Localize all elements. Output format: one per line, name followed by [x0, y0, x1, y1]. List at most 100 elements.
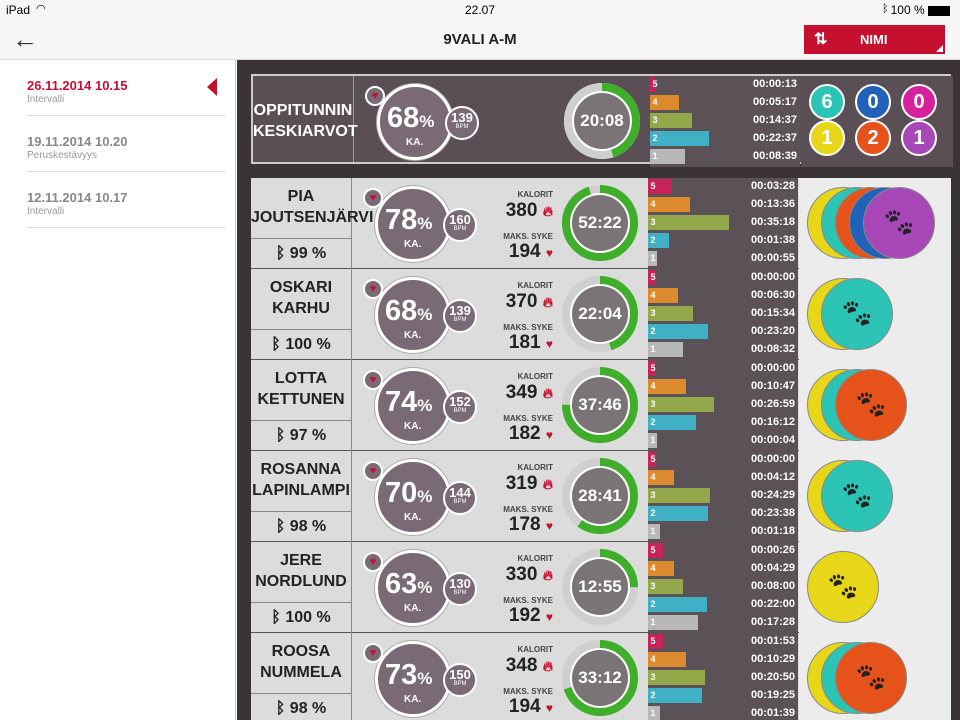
zone-number: 4: [652, 97, 658, 107]
zone-bar: [648, 615, 698, 630]
zone-chart: 5 00:00:13 4 00:05:17 3 00:14:37 2 00:22:37 1 00:…: [650, 76, 800, 167]
session-item[interactable]: 19.11.2014 10.20 Peruskestävyys: [27, 116, 225, 172]
bluetooth-icon: ᛒ: [882, 3, 889, 15]
zone-time: 00:00:13: [752, 78, 797, 90]
timer-value: 20:08: [580, 111, 624, 130]
team-badges: 🐾︎: [799, 269, 951, 360]
team-count-badge[interactable]: 1: [809, 120, 845, 156]
zone-row: 2 00:23:38: [648, 505, 798, 522]
heart-rate-circle: 78% KA.: [375, 186, 451, 262]
zone-number: 2: [650, 326, 656, 336]
student-row[interactable]: LOTTA KETTUNEN ᛒ 97 % 74% KA. ♥ 152 BPM KALORIT 3…: [251, 360, 951, 451]
zone-bar: [648, 506, 708, 521]
zone-bar: [648, 379, 686, 394]
device-label: iPad: [6, 3, 31, 17]
zone-number: 2: [650, 508, 656, 518]
zone-time: 00:35:18: [750, 216, 795, 228]
zone-row: 5 00:01:53: [648, 633, 798, 650]
session-item[interactable]: 12.11.2014 10.17 Intervalli: [27, 172, 225, 228]
zone-row: 1 00:01:39: [648, 705, 798, 720]
zone-number: 1: [650, 253, 656, 263]
max-hr-value: 182: [508, 423, 541, 444]
avg-label: KA.: [404, 421, 422, 432]
zone-number: 1: [650, 526, 656, 536]
team-disc: [821, 278, 893, 350]
session-type: Intervalli: [27, 94, 65, 105]
zone-row: 5 00:00:00: [648, 451, 798, 468]
team-count-badge[interactable]: 0: [855, 84, 891, 120]
session-timer: 33:12: [561, 639, 639, 717]
session-timer: 28:41: [561, 457, 639, 535]
status-bar: iPad ◠ 22.07 ᛒ 100 %: [0, 0, 960, 20]
zone-row: 3 00:24:29: [648, 487, 798, 504]
session-item[interactable]: 26.11.2014 10.15 Intervalli: [27, 60, 225, 116]
max-hr-value: 181: [508, 332, 541, 353]
zone-number: 5: [650, 363, 656, 373]
sensor-battery: ᛒ 98 %: [251, 511, 352, 542]
selected-arrow-icon: [207, 78, 217, 96]
zone-time: 00:14:37: [752, 114, 797, 126]
zone-bar: [648, 561, 674, 576]
calories: KALORIT 330 🔥︎: [505, 554, 553, 585]
team-count-badge[interactable]: 0: [901, 84, 937, 120]
hr-percent: 70: [385, 477, 418, 509]
student-row[interactable]: ROSANNA LAPINLAMPI ᛒ 98 % 70% KA. ♥ 144 BPM KALO…: [251, 451, 951, 542]
timer-value: 12:55: [578, 577, 622, 596]
flame-icon: 🔥︎: [542, 658, 553, 674]
flame-icon: 🔥︎: [542, 567, 553, 583]
heart-rate-circle: 70% KA.: [375, 459, 451, 535]
max-heart-rate: MAKS. SYKE 194 ♥: [503, 687, 553, 717]
bpm-badge: 150 BPM: [443, 663, 477, 697]
zone-bar: [648, 597, 707, 612]
back-arrow-icon[interactable]: ←: [12, 24, 38, 54]
team-badges: 🐾︎: [799, 451, 951, 542]
student-row[interactable]: PIA JOUTSENJÄRVI ᛒ 99 % 78% KA. ♥ 160 BPM KALORI…: [251, 178, 951, 269]
hr-percent: 74: [385, 386, 418, 418]
zone-time: 00:03:28: [750, 180, 795, 192]
zone-row: 5 00:00:00: [648, 360, 798, 377]
battery-label: 100 %: [891, 3, 950, 17]
max-heart-rate: MAKS. SYKE 182 ♥: [503, 414, 553, 444]
sensor-battery: ᛒ 97 %: [251, 420, 352, 451]
max-hr-value: 192: [508, 605, 541, 626]
zone-number: 1: [650, 708, 656, 718]
student-name: ROOSA NUMMELA: [251, 633, 352, 693]
heart-icon: ♥: [363, 370, 383, 390]
flame-icon: 🔥︎: [542, 294, 553, 310]
avg-label: KA.: [406, 137, 424, 148]
zone-number: 5: [650, 636, 656, 646]
hr-percent: 68: [385, 295, 418, 327]
zone-row: 4 00:10:47: [648, 378, 798, 395]
sort-button[interactable]: ⇅ NIMI: [804, 25, 945, 54]
flame-icon: 🔥︎: [542, 203, 553, 219]
zone-time: 00:00:55: [750, 252, 795, 264]
zone-row: 4 00:04:29: [648, 560, 798, 577]
zone-row: 1 00:01:18: [648, 523, 798, 540]
student-row[interactable]: OSKARI KARHU ᛒ 100 % 68% KA. ♥ 139 BPM KALORIT 37…: [251, 269, 951, 360]
session-sidebar: 26.11.2014 10.15 Intervalli 19.11.2014 1…: [0, 60, 236, 720]
timer-value: 52:22: [578, 213, 622, 232]
zone-row: 4 00:10:29: [648, 651, 798, 668]
team-count-badge[interactable]: 2: [855, 120, 891, 156]
bpm-badge: 144 BPM: [443, 481, 477, 515]
heart-icon: ♥: [545, 701, 553, 715]
zone-number: 3: [650, 490, 656, 500]
zone-bar: [648, 288, 678, 303]
zone-row: 2 00:22:00: [648, 596, 798, 613]
zone-number: 4: [650, 472, 656, 482]
team-count-badge[interactable]: 6: [809, 84, 845, 120]
session-type: Peruskestävyys: [27, 150, 98, 161]
zone-time: 00:22:00: [750, 598, 795, 610]
timer-ring: [562, 640, 638, 716]
team-count-badge[interactable]: 1: [901, 120, 937, 156]
student-row[interactable]: JERE NORDLUND ᛒ 100 % 63% KA. ♥ 130 BPM KALORIT 3…: [251, 542, 951, 633]
team-mascot-icon: 🐾︎: [839, 480, 875, 511]
zone-time: 00:04:29: [750, 562, 795, 574]
student-row[interactable]: ROOSA NUMMELA ᛒ 98 % 73% KA. ♥ 150 BPM KALORIT 34…: [251, 633, 951, 720]
zone-row: 1 00:08:39: [650, 148, 800, 165]
avg-label: KA.: [404, 330, 422, 341]
zone-row: 4 00:05:17: [650, 94, 800, 111]
zone-number: 1: [650, 617, 656, 627]
zone-number: 1: [650, 344, 656, 354]
